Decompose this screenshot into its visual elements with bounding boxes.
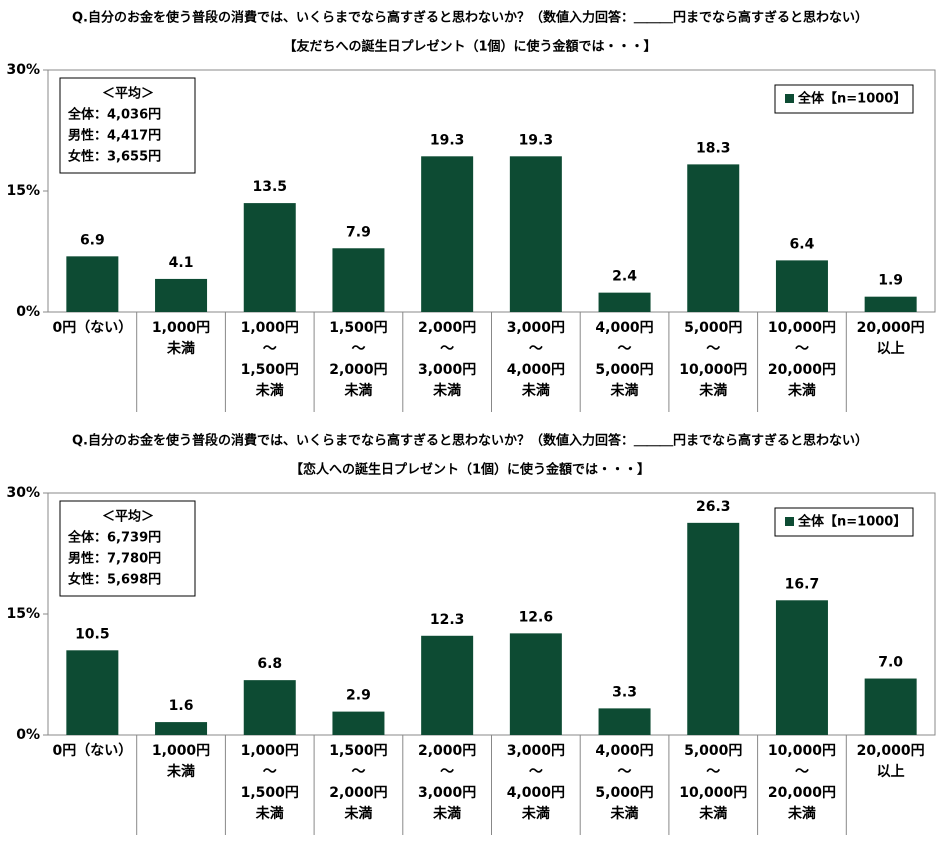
bar	[66, 650, 119, 735]
x-tick-label: 10,000円～ 20,000円未満	[768, 743, 836, 822]
data-label: 3.3	[612, 684, 637, 700]
bar	[687, 522, 740, 735]
annotation-text: 男性：4,417円	[68, 128, 161, 144]
chart-title: Q.自分のお金を使う普段の消費では、いくらまでなら高すぎると思わないか？（数値入…	[72, 10, 868, 26]
bar	[243, 203, 296, 312]
y-tick-label: 30%	[6, 62, 40, 78]
annotation-text: 女性：5,698円	[68, 572, 161, 588]
data-label: 19.3	[430, 132, 465, 148]
y-tick-label: 0%	[16, 304, 40, 320]
annotation-box	[59, 500, 196, 597]
annotation-text: 全体：6,739円	[67, 530, 161, 546]
legend-label: 全体【n=1000】	[797, 514, 906, 530]
annotation-text: 女性：3,655円	[68, 149, 161, 165]
bar	[421, 635, 474, 735]
data-label: 2.9	[346, 688, 371, 704]
bar	[864, 678, 917, 735]
data-label: 18.3	[696, 140, 731, 156]
y-tick-label: 15%	[6, 606, 40, 622]
bar	[864, 296, 917, 312]
data-label: 13.5	[252, 179, 287, 195]
x-tick-label: 5,000円～ 10,000円未満	[679, 320, 747, 399]
data-label: 12.6	[519, 609, 554, 625]
x-tick-label: 5,000円～ 10,000円未満	[679, 743, 747, 822]
data-label: 6.4	[790, 236, 815, 252]
bar	[509, 633, 562, 735]
data-label: 7.9	[346, 224, 371, 240]
y-tick-label: 15%	[6, 183, 40, 199]
legend-box	[774, 507, 914, 537]
x-tick-label: 1,000円未満	[152, 743, 210, 780]
x-tick-label: 20,000円以上	[857, 743, 925, 780]
x-tick-label: 2,000円～ 3,000円未満	[418, 743, 476, 822]
bar	[155, 722, 208, 735]
chart-subtitle: 【恋人への誕生日プレゼント（1個）に使う金額では・・・】	[290, 462, 650, 478]
x-tick-label: 3,000円～ 4,000円未満	[507, 320, 565, 399]
x-tick-label: 3,000円～ 4,000円未満	[507, 743, 565, 822]
data-label: 6.8	[257, 656, 282, 672]
annotation-text: 全体：4,036円	[67, 107, 161, 123]
x-tick-label: 1,000円～ 1,500円未満	[241, 320, 299, 399]
legend-box	[774, 84, 914, 114]
data-label: 1.6	[169, 698, 194, 714]
x-tick-label: 1,000円～ 1,500円未満	[241, 743, 299, 822]
bar	[687, 164, 740, 312]
x-tick-label: 0円（ない）	[52, 320, 132, 336]
data-label: 26.3	[696, 499, 731, 515]
data-label: 2.4	[612, 269, 637, 285]
annotation-text: 男性：7,780円	[68, 551, 161, 567]
bar	[66, 256, 119, 312]
data-label: 7.0	[878, 655, 903, 671]
annotation-text: ＜平均＞	[102, 509, 154, 525]
x-tick-label: 4,000円～ 5,000円未満	[595, 320, 653, 399]
data-label: 12.3	[430, 612, 465, 628]
bar	[598, 708, 651, 735]
data-label: 19.3	[519, 132, 554, 148]
data-label: 10.5	[75, 626, 110, 642]
x-tick-label: 10,000円～ 20,000円未満	[768, 320, 836, 399]
bar	[598, 292, 651, 312]
y-tick-label: 30%	[6, 485, 40, 501]
bar	[775, 260, 828, 312]
bar	[332, 711, 385, 735]
bar	[243, 680, 296, 735]
x-tick-label: 2,000円～ 3,000円未満	[418, 320, 476, 399]
data-label: 16.7	[785, 576, 820, 592]
legend-label: 全体【n=1000】	[797, 91, 906, 107]
legend-swatch	[785, 517, 794, 526]
chart-subtitle: 【友だちへの誕生日プレゼント（1個）に使う金額では・・・】	[283, 39, 656, 55]
bar	[775, 600, 828, 735]
x-tick-label: 1,000円未満	[152, 320, 210, 357]
data-label: 1.9	[878, 273, 903, 289]
legend-swatch	[785, 94, 794, 103]
y-tick-label: 0%	[16, 727, 40, 743]
bar	[332, 248, 385, 312]
chart-title: Q.自分のお金を使う普段の消費では、いくらまでなら高すぎると思わないか？（数値入…	[72, 433, 868, 449]
data-label: 6.9	[80, 232, 105, 248]
annotation-box	[59, 77, 196, 174]
x-tick-label: 1,500円～ 2,000円未満	[329, 320, 387, 399]
data-label: 4.1	[169, 255, 194, 271]
x-tick-label: 20,000円以上	[857, 320, 925, 357]
x-tick-label: 4,000円～ 5,000円未満	[595, 743, 653, 822]
bar	[421, 156, 474, 312]
bar	[509, 156, 562, 312]
annotation-text: ＜平均＞	[102, 86, 154, 102]
bar	[155, 278, 208, 312]
x-tick-label: 1,500円～ 2,000円未満	[329, 743, 387, 822]
x-tick-label: 0円（ない）	[52, 743, 132, 759]
